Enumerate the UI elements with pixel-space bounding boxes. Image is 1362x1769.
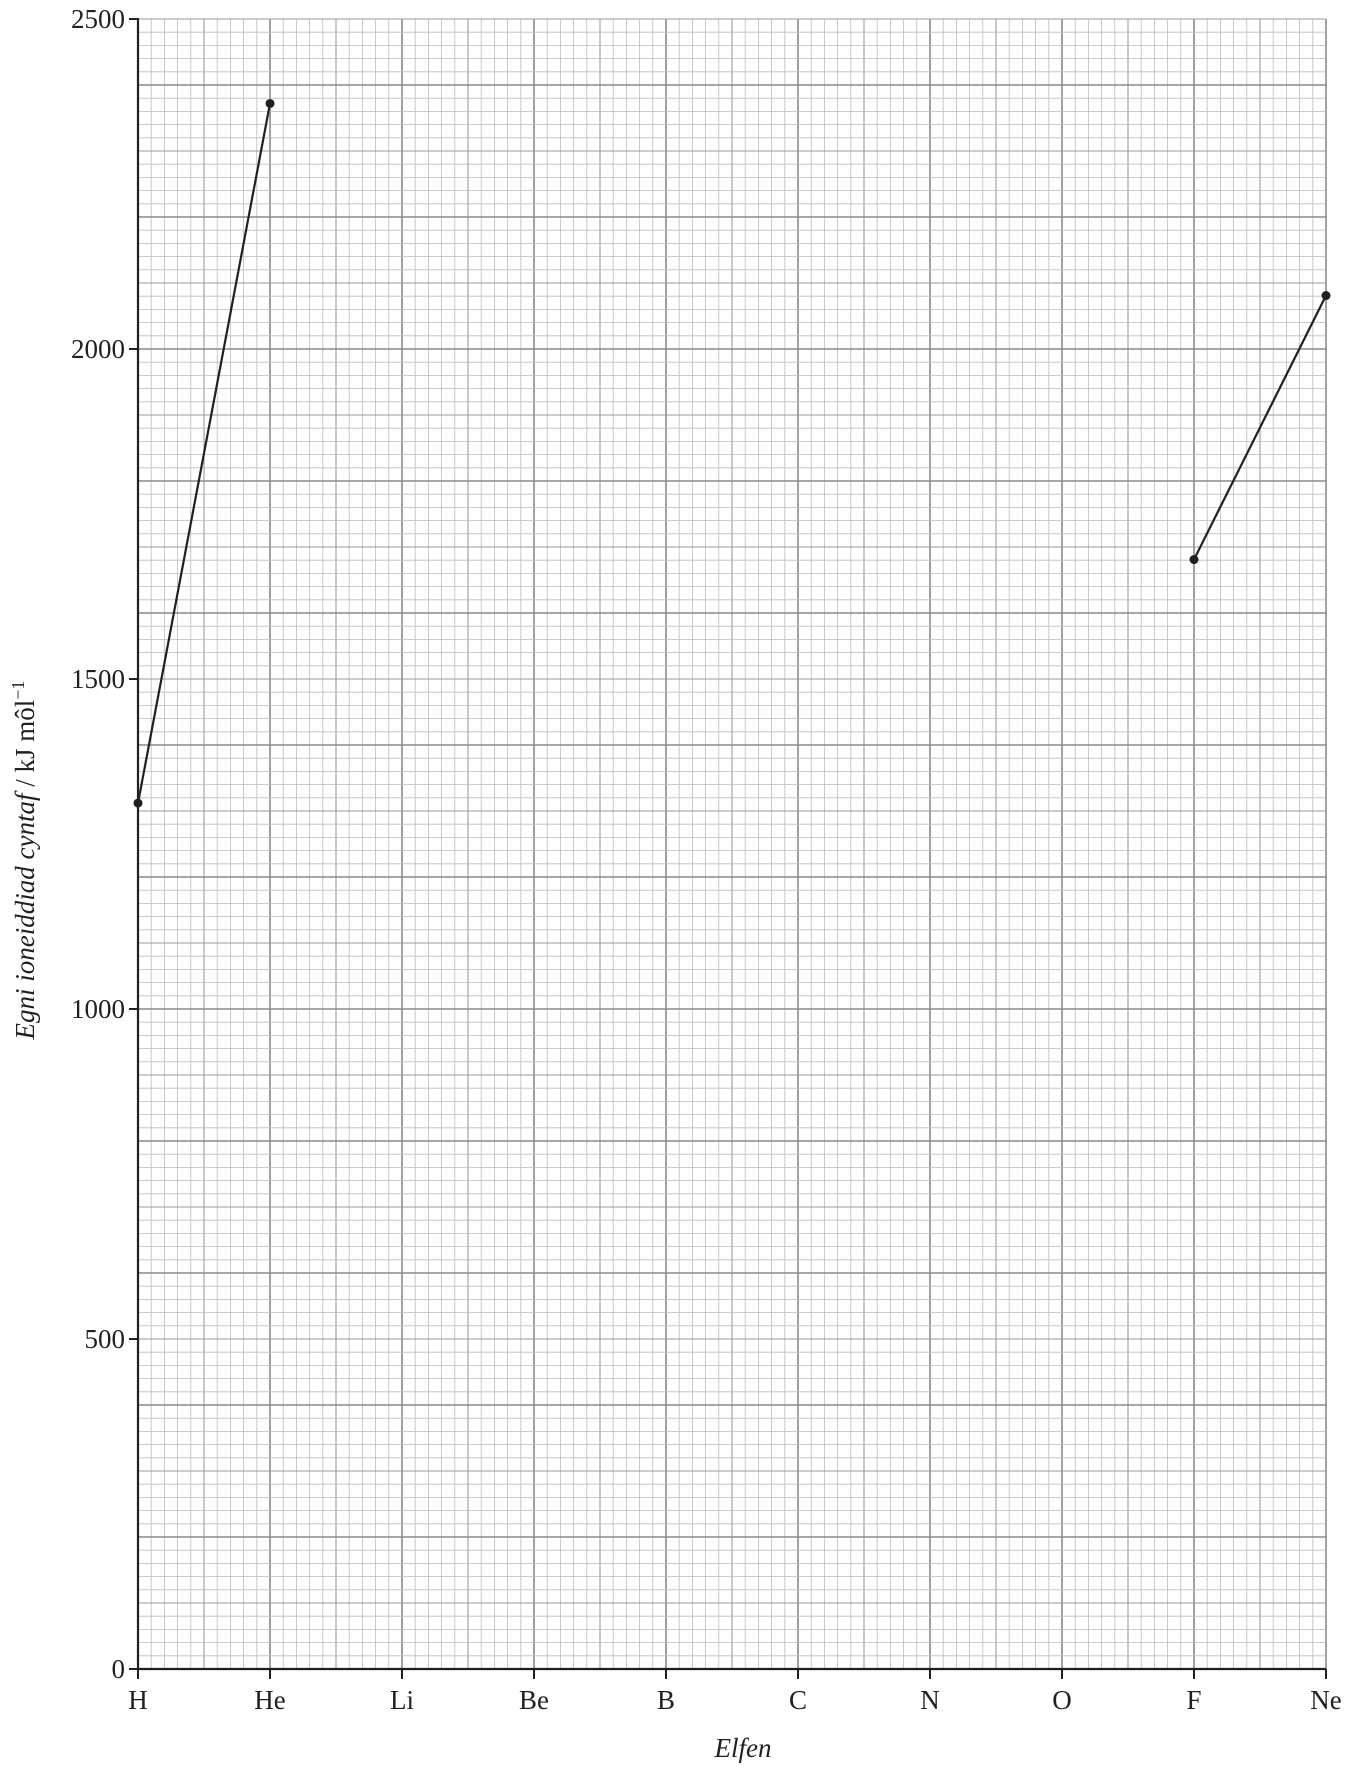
y-tick-label: 0: [112, 1654, 126, 1684]
data-point: [265, 98, 275, 108]
y-axis-title-unit: / kJ môl: [10, 700, 40, 794]
y-axis-title-main: Egni ioneiddiad cyntaf: [10, 790, 40, 1040]
x-tick-label: N: [920, 1685, 940, 1715]
series-line-segment: [136, 103, 272, 804]
y-tick-label: 1500: [71, 664, 125, 694]
tick-labels: 0 500 1000 1500 2000 2500 H He Li Be B C N O F Ne: [71, 4, 1342, 1715]
x-tick-label: Be: [519, 1685, 549, 1715]
y-tick-label: 2000: [71, 334, 125, 364]
data-series: [133, 98, 1331, 808]
x-tick-label: Ne: [1310, 1685, 1341, 1715]
x-tick-label: O: [1052, 1685, 1072, 1715]
data-point: [1321, 291, 1331, 301]
y-tick-label: 2500: [71, 4, 125, 34]
x-axis-title: Elfen: [714, 1733, 772, 1763]
y-tick-label: 1000: [71, 994, 125, 1024]
data-point: [133, 798, 143, 808]
x-tick-label: B: [657, 1685, 675, 1715]
series-line-segment: [1193, 295, 1327, 561]
x-tick-label: Li: [390, 1685, 414, 1715]
y-axis-title: Egni ioneiddiad cyntaf / kJ môl−1: [8, 681, 40, 1041]
x-tick-label: He: [254, 1685, 285, 1715]
axes: [136, 18, 1326, 1671]
x-tick-label: C: [789, 1685, 807, 1715]
y-axis-title-superscript: −1: [8, 681, 28, 700]
y-tick-label: 500: [85, 1324, 126, 1354]
x-tick-label: H: [128, 1685, 148, 1715]
data-point: [1189, 555, 1199, 565]
graph-paper-grid: [137, 18, 1327, 1670]
x-tick-label: F: [1186, 1685, 1201, 1715]
